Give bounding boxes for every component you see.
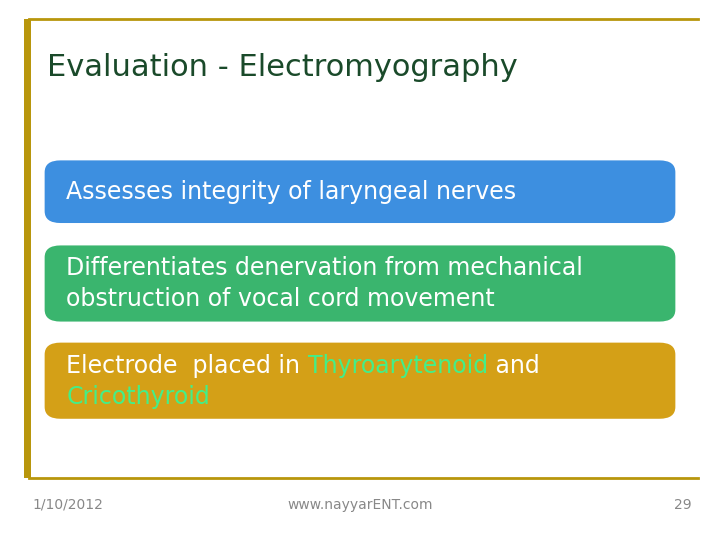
Text: 1/10/2012: 1/10/2012 xyxy=(32,498,103,512)
Text: and: and xyxy=(488,354,539,377)
Text: Evaluation - Electromyography: Evaluation - Electromyography xyxy=(47,53,518,82)
Text: www.nayyarENT.com: www.nayyarENT.com xyxy=(287,498,433,512)
Text: Cricothyroid: Cricothyroid xyxy=(66,385,210,409)
FancyBboxPatch shape xyxy=(45,160,675,223)
Text: Assesses integrity of laryngeal nerves: Assesses integrity of laryngeal nerves xyxy=(66,180,516,204)
Text: Electrode  placed in: Electrode placed in xyxy=(66,354,307,377)
Text: Thyroarytenoid: Thyroarytenoid xyxy=(307,354,488,377)
Text: 29: 29 xyxy=(674,498,691,512)
FancyBboxPatch shape xyxy=(45,342,675,419)
FancyBboxPatch shape xyxy=(45,245,675,322)
FancyBboxPatch shape xyxy=(24,19,31,478)
Text: Differentiates denervation from mechanical
obstruction of vocal cord movement: Differentiates denervation from mechanic… xyxy=(66,256,583,311)
